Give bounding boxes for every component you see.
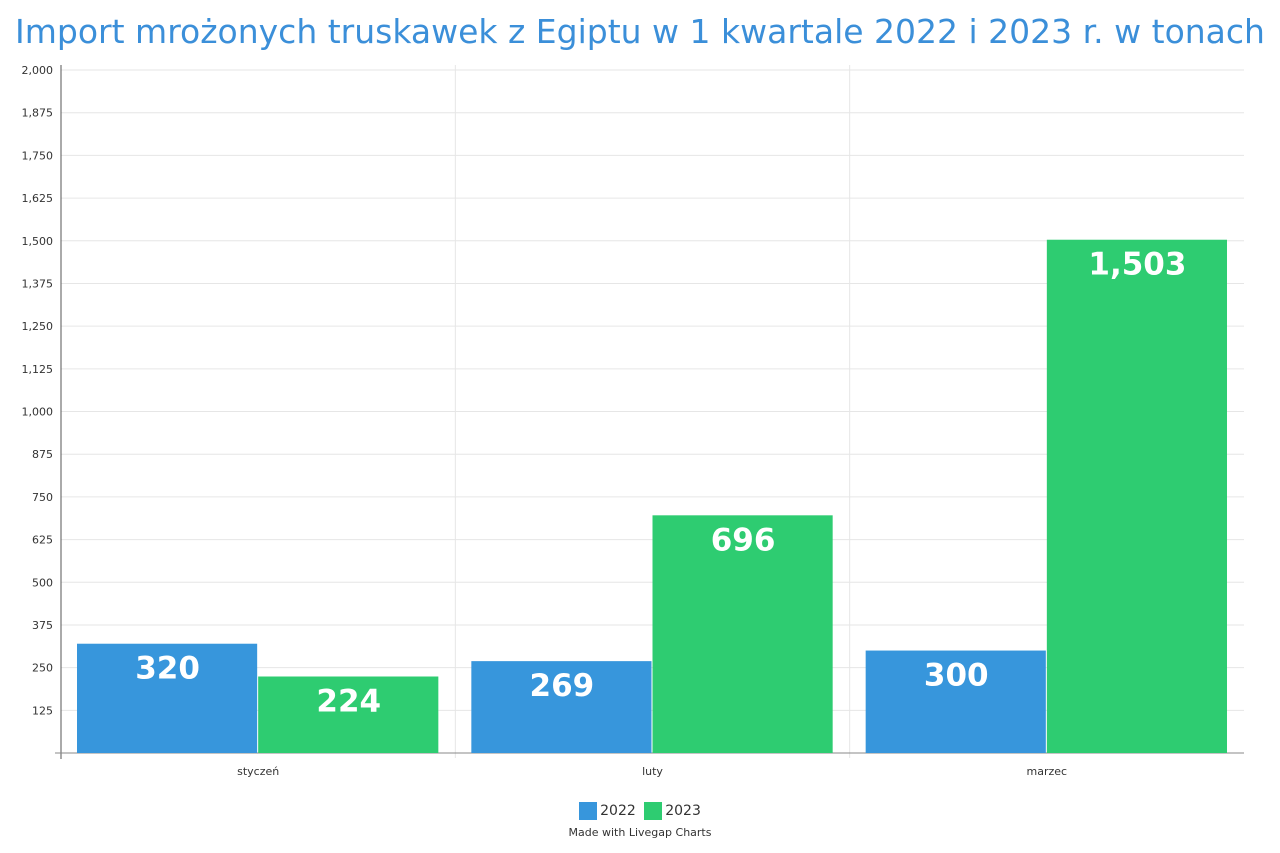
y-tick-label-7: 1,000 bbox=[22, 406, 54, 419]
y-tick-label-3: 500 bbox=[32, 576, 53, 589]
x-tick-label-1: luty bbox=[642, 765, 663, 778]
y-tick-label-4: 625 bbox=[32, 534, 53, 547]
bar-2022-2 bbox=[865, 650, 1046, 753]
y-tick-label-2: 375 bbox=[32, 619, 53, 632]
data-label-2022-2: 300 bbox=[924, 658, 989, 694]
y-tick-label-11: 1,500 bbox=[22, 235, 54, 248]
credit-text: Made with Livegap Charts bbox=[568, 826, 712, 839]
bar-2022-0 bbox=[77, 643, 258, 753]
bar-2023-1 bbox=[652, 515, 833, 753]
y-tick-label-13: 1,750 bbox=[22, 149, 54, 162]
chart-title: Import mrożonych truskawek z Egiptu w 1 … bbox=[15, 12, 1265, 51]
y-tick-label-10: 1,375 bbox=[22, 277, 54, 290]
data-label-2023-1: 696 bbox=[711, 522, 776, 558]
legend-swatch-2023 bbox=[644, 802, 663, 820]
y-tick-label-5: 750 bbox=[32, 491, 53, 504]
y-tick-label-15: 2,000 bbox=[22, 64, 54, 77]
y-tick-label-0: 125 bbox=[32, 704, 53, 717]
legend: 2022 2023 bbox=[0, 802, 1280, 824]
legend-swatch-2022 bbox=[579, 802, 598, 820]
bar-2023-0 bbox=[258, 676, 439, 753]
y-tick-label-6: 875 bbox=[32, 448, 53, 461]
legend-label-2022: 2022 bbox=[600, 803, 636, 819]
y-tick-label-12: 1,625 bbox=[22, 192, 54, 205]
data-label-2023-2: 1,503 bbox=[1088, 247, 1186, 283]
bar-chart: 125 250 375 500 625 750 875 1,000 1,125 1,250 1,37… bbox=[22, 64, 1244, 778]
y-tick-label-14: 1,875 bbox=[22, 107, 54, 120]
data-label-2022-1: 269 bbox=[530, 668, 595, 704]
y-tick-label-1: 250 bbox=[32, 662, 53, 675]
x-tick-label-0: styczeń bbox=[237, 765, 279, 778]
x-tick-label-2: marzec bbox=[1027, 765, 1068, 778]
data-label-2023-0: 224 bbox=[316, 684, 381, 720]
data-label-2022-0: 320 bbox=[135, 651, 200, 687]
legend-item-2023[interactable]: 2023 bbox=[644, 802, 701, 820]
legend-item-2022[interactable]: 2022 bbox=[579, 802, 636, 820]
y-tick-label-9: 1,250 bbox=[22, 320, 54, 333]
bar-2023-2 bbox=[1046, 239, 1227, 754]
y-tick-label-8: 1,125 bbox=[22, 363, 54, 376]
bar-2022-1 bbox=[471, 661, 652, 753]
legend-label-2023: 2023 bbox=[665, 803, 701, 819]
